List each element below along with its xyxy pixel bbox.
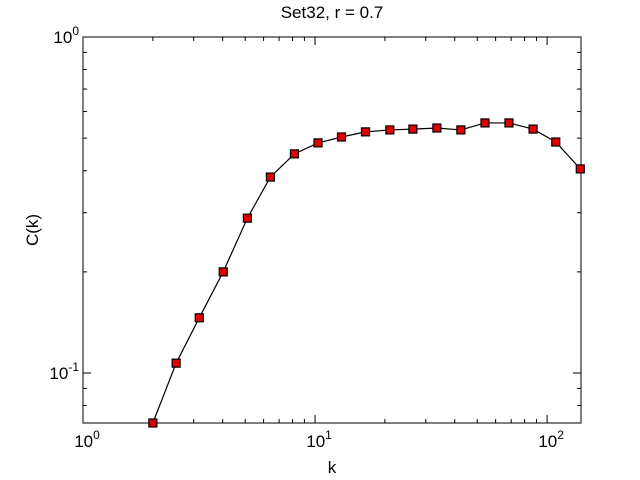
plot-area (82, 36, 582, 424)
data-marker (148, 418, 158, 428)
tick-label-base: 10 (74, 432, 93, 451)
data-marker (313, 138, 323, 148)
x-axis-label: k (328, 458, 337, 477)
data-marker (336, 132, 347, 142)
tick-label-exponent: 2 (557, 428, 564, 442)
y-axis-label: C(k) (23, 214, 42, 246)
tick-label: 10-1 (49, 360, 79, 383)
data-marker (171, 358, 181, 368)
data-marker (504, 118, 514, 128)
tick-label: 100 (74, 428, 100, 451)
data-marker (480, 118, 490, 128)
data-marker (432, 123, 442, 133)
data-marker (289, 149, 300, 159)
tick-label-base: 10 (49, 364, 68, 383)
tick-label-base: 10 (538, 432, 557, 451)
tick-label-exponent: 0 (72, 24, 79, 38)
tick-label: 102 (538, 428, 564, 451)
data-marker (528, 124, 538, 134)
data-marker (242, 213, 252, 223)
chart-title: Set32, r = 0.7 (281, 3, 384, 22)
tick-label: 100 (53, 24, 79, 47)
data-marker (456, 125, 466, 135)
tick-label-exponent: -1 (68, 360, 79, 374)
tick-label: 101 (306, 428, 332, 451)
data-marker (218, 267, 228, 277)
data-marker (408, 124, 418, 134)
data-marker (194, 313, 204, 323)
tick-label-exponent: 1 (325, 428, 332, 442)
tick-label-base: 10 (306, 432, 325, 451)
data-marker (551, 137, 561, 147)
tick-label-exponent: 0 (93, 428, 100, 442)
data-marker (360, 127, 371, 137)
tick-label-base: 10 (53, 28, 72, 47)
data-marker (385, 125, 395, 135)
data-marker (265, 172, 275, 182)
data-marker (575, 164, 585, 174)
